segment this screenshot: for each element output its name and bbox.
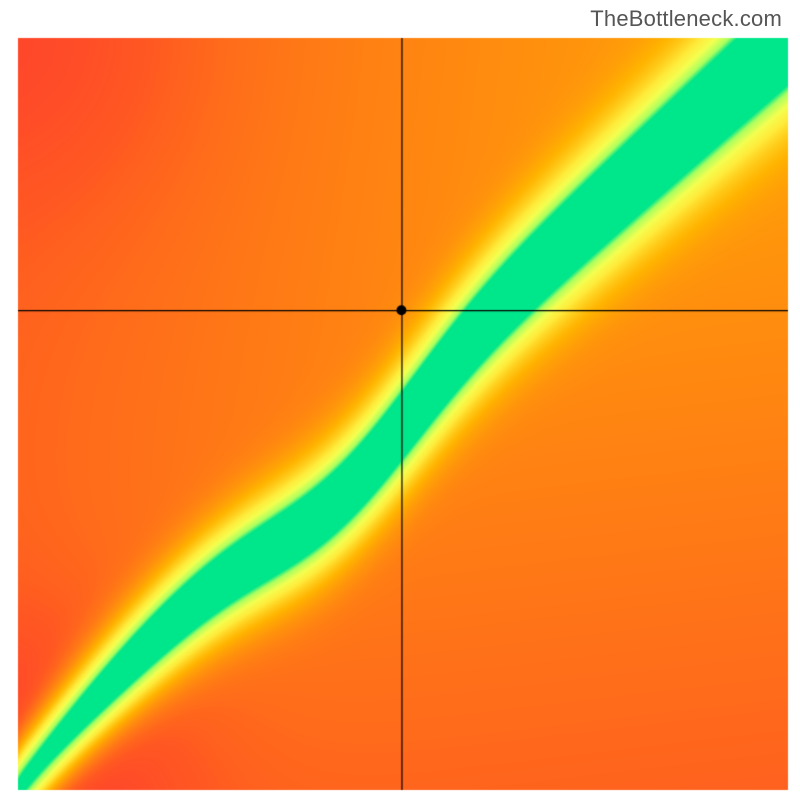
watermark-text: TheBottleneck.com	[590, 6, 782, 32]
chart-container: TheBottleneck.com	[0, 0, 800, 800]
bottleneck-heatmap	[0, 0, 800, 800]
